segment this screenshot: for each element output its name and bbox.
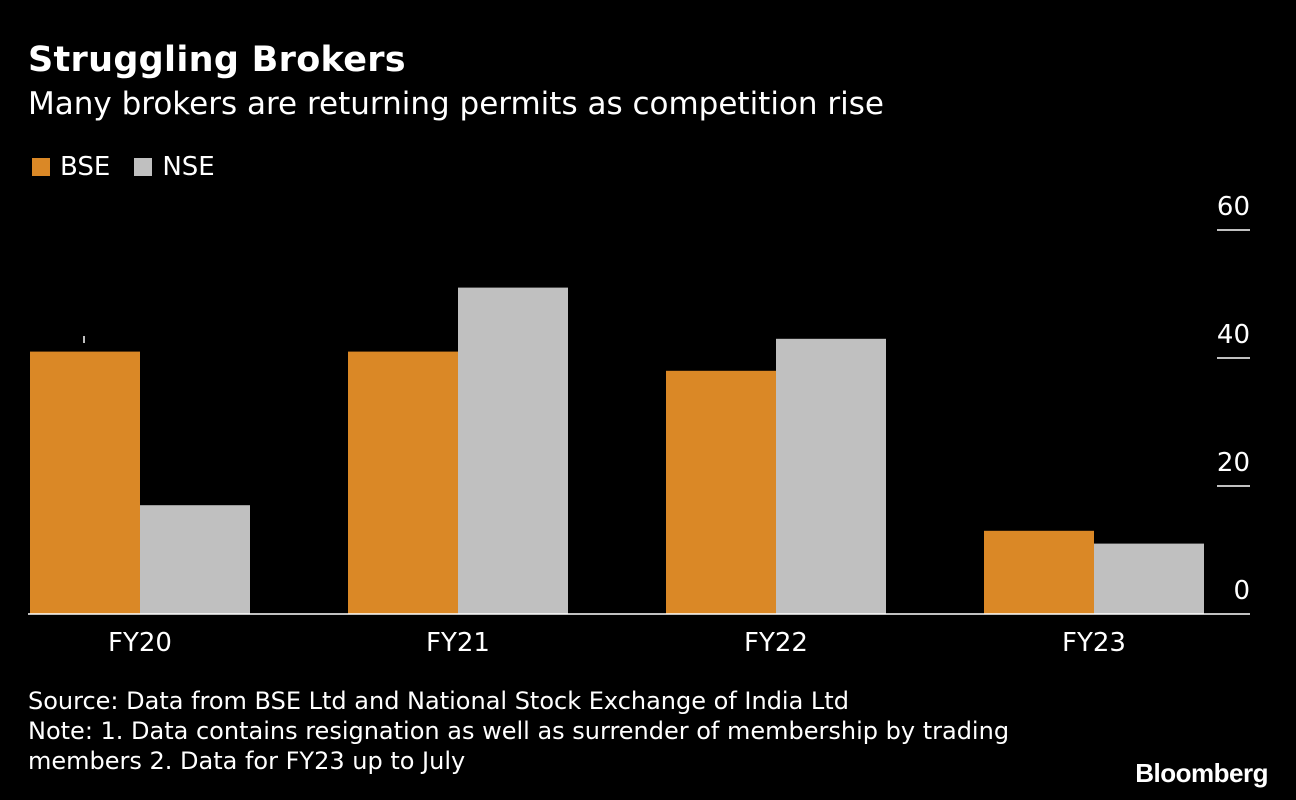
legend-item-bse: BSE [32,152,110,182]
legend-label-nse: NSE [162,152,215,182]
bar-bse-fy23 [984,530,1094,614]
bar-bse-fy21 [348,351,458,614]
x-tick-label-fy21: FY21 [426,628,490,658]
y-tick-label-60: 60 [1217,192,1250,222]
source-text: Source: Data from BSE Ltd and National S… [28,687,849,715]
x-tick-label-fy22: FY22 [744,628,808,658]
legend-label-bse: BSE [60,152,111,182]
chart-legend: BSE NSE [32,152,239,182]
x-tick-label-fy23: FY23 [1062,628,1126,658]
bar-nse-fy22 [776,338,886,614]
bar-bse-fy22 [666,370,776,614]
y-tick-label-40: 40 [1217,320,1250,350]
bar-bse-fy20 [30,351,140,614]
note-text-line-1: Note: 1. Data contains resignation as we… [28,717,1010,745]
legend-item-nse: NSE [134,152,215,182]
chart-title: Struggling Brokers [28,40,406,80]
bar-nse-fy21 [458,287,568,614]
y-tick-label-0: 0 [1233,576,1250,606]
legend-swatch-bse [32,158,50,176]
y-tick-label-20: 20 [1217,448,1250,478]
bar-nse-fy23 [1094,543,1204,614]
chart-footer: Source: Data from BSE Ltd and National S… [28,686,1088,776]
legend-swatch-nse [134,158,153,176]
bar-nse-fy20 [140,505,250,614]
chart-subtitle: Many brokers are returning permits as co… [28,86,884,122]
bloomberg-logo: Bloomberg [1135,758,1268,788]
x-tick-label-fy20: FY20 [108,628,172,658]
note-text-line-2: members 2. Data for FY23 up to July [28,747,466,775]
